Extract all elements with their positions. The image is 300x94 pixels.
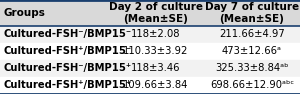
Text: 698.66±12.90ᵃᵇᶜ: 698.66±12.90ᵃᵇᶜ [210, 80, 294, 90]
Text: Day 2 of culture
(Mean±SE): Day 2 of culture (Mean±SE) [109, 2, 203, 24]
Text: 211.66±4.97: 211.66±4.97 [219, 29, 285, 39]
Text: 118±3.46: 118±3.46 [131, 63, 181, 73]
Text: 110.33±3.92: 110.33±3.92 [123, 46, 189, 56]
Bar [0, 43, 300, 60]
Text: 473±12.66ᵃ: 473±12.66ᵃ [222, 46, 282, 56]
Text: Cultured-FSH⁺/BMP15⁻: Cultured-FSH⁺/BMP15⁻ [3, 46, 131, 56]
Bar [0, 26, 300, 43]
Bar [0, 0, 300, 26]
Text: Day 7 of culture
(Mean±SE): Day 7 of culture (Mean±SE) [205, 2, 299, 24]
Bar [0, 60, 300, 77]
Text: Cultured-FSH⁻/BMP15⁺: Cultured-FSH⁻/BMP15⁺ [3, 63, 131, 73]
Text: Groups: Groups [3, 8, 45, 18]
Text: Cultured-FSH⁻/BMP15⁻: Cultured-FSH⁻/BMP15⁻ [3, 29, 131, 39]
Bar [0, 77, 300, 94]
Text: 325.33±8.84ᵃᵇ: 325.33±8.84ᵃᵇ [215, 63, 289, 73]
Text: Cultured-FSH⁺/BMP15⁺: Cultured-FSH⁺/BMP15⁺ [3, 80, 131, 90]
Text: 118±2.08: 118±2.08 [131, 29, 181, 39]
Text: 109.66±3.84: 109.66±3.84 [123, 80, 189, 90]
